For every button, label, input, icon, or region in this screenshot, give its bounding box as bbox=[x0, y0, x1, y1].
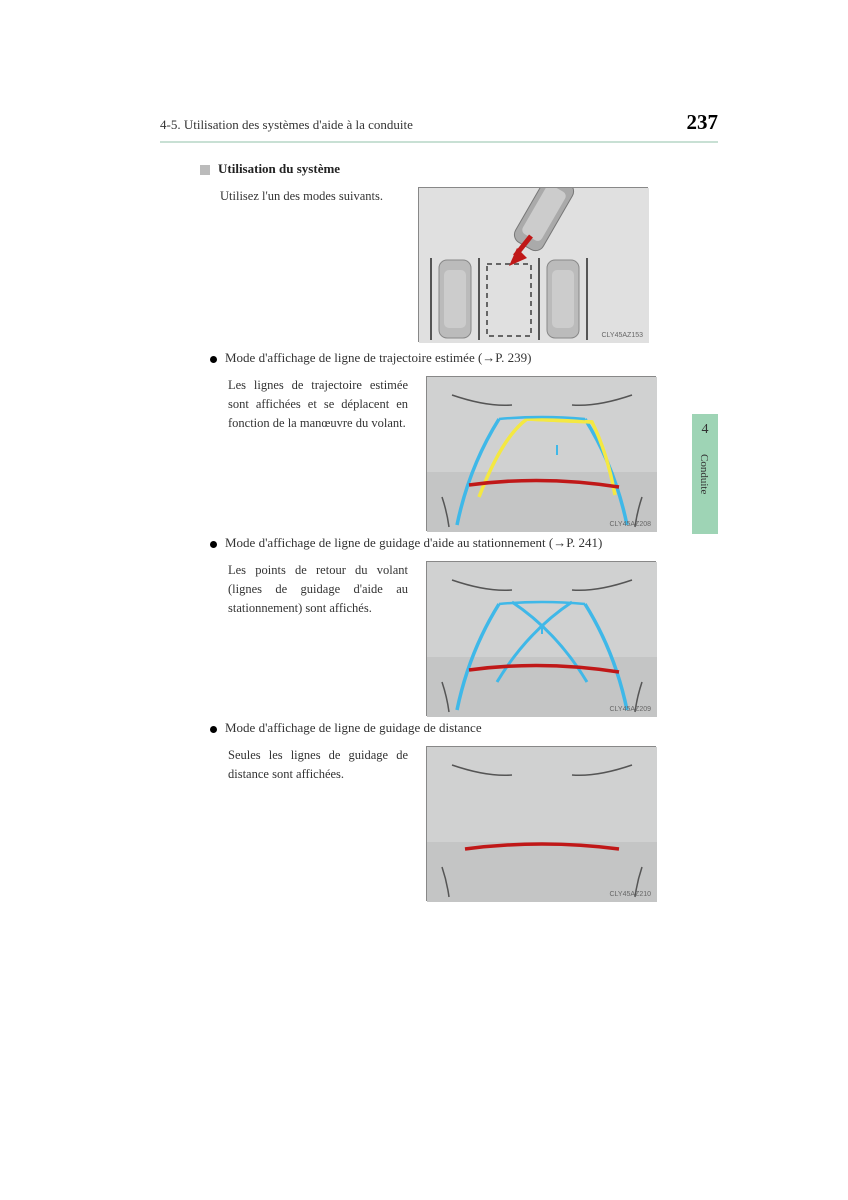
intro-block: Utilisez l'un des modes suivants. bbox=[160, 187, 718, 342]
figure-label: CLY45AZ210 bbox=[609, 891, 651, 898]
mode-1-title: Mode d'affichage de ligne de trajectoire… bbox=[210, 350, 718, 366]
mode-2-block: Les points de retour du volant (lignes d… bbox=[228, 561, 718, 716]
mode-3-block: Seules les lignes de guidage de distance… bbox=[228, 746, 718, 901]
figure-mode-1: CLY45AZ208 bbox=[426, 376, 656, 531]
figure-label: CLY45AZ153 bbox=[601, 332, 643, 339]
figure-mode-2: CLY45AZ209 bbox=[426, 561, 656, 716]
figure-mode-3: CLY45AZ210 bbox=[426, 746, 656, 901]
mode-2-title: Mode d'affichage de ligne de guidage d'a… bbox=[210, 535, 718, 551]
figure-label: CLY45AZ208 bbox=[609, 521, 651, 528]
mode-3-title: Mode d'affichage de ligne de guidage de … bbox=[210, 720, 718, 736]
chapter-tab: 4 Conduite bbox=[692, 414, 718, 534]
mode-1-description: Les lignes de trajectoire estimée sont a… bbox=[228, 376, 408, 432]
chapter-number: 4 bbox=[692, 414, 718, 438]
page-number: 237 bbox=[687, 110, 719, 135]
section-breadcrumb: 4-5. Utilisation des systèmes d'aide à l… bbox=[160, 117, 413, 133]
bullet-icon bbox=[210, 541, 217, 548]
mode-2-description: Les points de retour du volant (lignes d… bbox=[228, 561, 408, 617]
square-marker-icon bbox=[200, 165, 210, 175]
figure-label: CLY45AZ209 bbox=[609, 706, 651, 713]
bullet-icon bbox=[210, 726, 217, 733]
intro-text: Utilisez l'un des modes suivants. bbox=[220, 187, 400, 206]
figure-parking-overhead: CLY45AZ153 bbox=[418, 187, 648, 342]
bullet-icon bbox=[210, 356, 217, 363]
mode-3-description: Seules les lignes de guidage de distance… bbox=[228, 746, 408, 784]
mode-1-block: Les lignes de trajectoire estimée sont a… bbox=[228, 376, 718, 531]
chapter-label: Conduite bbox=[698, 454, 710, 494]
section-title: Utilisation du système bbox=[200, 161, 718, 177]
header-divider bbox=[160, 141, 718, 143]
page-container: 4-5. Utilisation des systèmes d'aide à l… bbox=[0, 0, 848, 961]
page-header: 4-5. Utilisation des systèmes d'aide à l… bbox=[160, 110, 718, 135]
